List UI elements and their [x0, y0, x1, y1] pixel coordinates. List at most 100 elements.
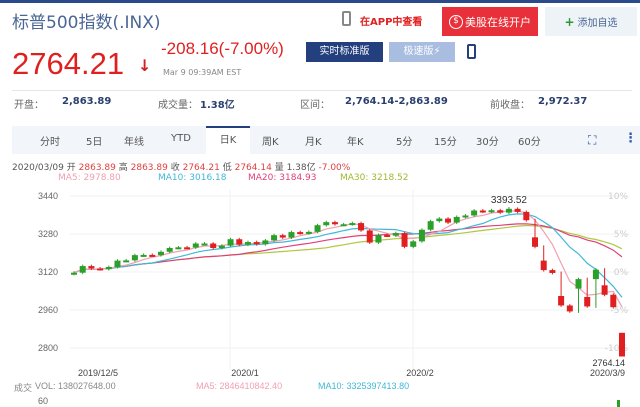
- y-tick-label: 3280: [38, 229, 58, 239]
- volume-ma5: MA5: 2846410842.40: [196, 381, 283, 391]
- x-tick-label: 2020/1: [231, 368, 259, 378]
- tab-2[interactable]: 年线: [124, 137, 144, 148]
- info-vol-label: 量: [274, 163, 284, 173]
- candle-body: [114, 260, 121, 268]
- candle-body: [427, 221, 434, 230]
- ma20-line: [73, 223, 623, 274]
- candle-body: [271, 235, 278, 241]
- tab-10[interactable]: 30分: [476, 137, 499, 148]
- volume-label: 成交量：: [158, 100, 198, 111]
- candle-body: [453, 216, 460, 223]
- tab-1[interactable]: 5日: [86, 137, 103, 148]
- candle-body: [366, 230, 373, 243]
- candle-body: [584, 296, 591, 307]
- candle-body: [575, 279, 582, 289]
- candle-body: [244, 242, 251, 245]
- plus-icon: +: [564, 14, 575, 29]
- add-watchlist-button[interactable]: + 添加自选: [545, 7, 637, 36]
- fast-version-button[interactable]: 极速版⚡: [389, 42, 455, 62]
- candle-body: [175, 247, 182, 250]
- pct-tick-label: 0%: [614, 268, 629, 278]
- more-icon[interactable]: ⋮: [624, 131, 637, 146]
- candle-body: [131, 255, 138, 261]
- tab-8[interactable]: 5分: [396, 137, 413, 148]
- candle-body: [227, 239, 234, 246]
- candle-body: [331, 222, 338, 225]
- prev-close-value: 2,972.37: [538, 96, 588, 107]
- info-high-label: 高: [118, 163, 128, 173]
- pct-tick-label: -10%: [605, 344, 629, 354]
- tab-7[interactable]: 年K: [347, 137, 364, 148]
- tab-5[interactable]: 周K: [262, 137, 279, 148]
- candle-body: [123, 260, 130, 263]
- pct-tick-label: 10%: [608, 192, 628, 202]
- candle-body: [532, 237, 539, 247]
- x-tick-label: 2019/12/5: [78, 368, 118, 378]
- info-low-label: 低: [222, 163, 232, 173]
- info-open-label: 开: [66, 163, 76, 173]
- tab-11[interactable]: 60分: [518, 137, 541, 148]
- candle-body: [149, 254, 156, 257]
- candle-body: [523, 211, 530, 221]
- candle-body: [410, 241, 417, 247]
- candle-body: [314, 225, 321, 232]
- candle-body: [71, 272, 77, 275]
- candle-body: [340, 224, 347, 227]
- ma30-legend: MA30: 3218.52: [340, 173, 409, 183]
- candle-body: [88, 266, 95, 269]
- fullscreen-icon[interactable]: ⛶: [588, 133, 597, 147]
- tab-3[interactable]: YTD: [171, 133, 191, 144]
- x-tick-label: 2020/3/9: [590, 368, 625, 378]
- candle-body: [514, 208, 521, 212]
- candle-body: [497, 210, 504, 213]
- candle-body: [540, 260, 547, 271]
- phone-icon[interactable]: [342, 11, 351, 26]
- tab-4[interactable]: 日K: [206, 126, 250, 154]
- mobile-icon[interactable]: [467, 44, 476, 59]
- dollar-icon: $: [449, 14, 463, 29]
- tab-9[interactable]: 15分: [434, 137, 457, 148]
- info-vol: 1.38亿: [286, 163, 316, 173]
- high-label: 3393.52: [491, 195, 528, 206]
- candle-body: [288, 232, 295, 238]
- info-close: 2764.21: [182, 163, 220, 173]
- candle-body: [79, 266, 86, 273]
- candle-body: [140, 254, 147, 257]
- tab-0[interactable]: 分时: [40, 137, 60, 148]
- candle-body: [358, 223, 365, 231]
- candle-body: [218, 245, 225, 249]
- candle-body: [471, 210, 478, 216]
- candle-body: [253, 242, 260, 245]
- candle-body: [236, 239, 243, 245]
- prev-close-label: 前收盘：: [490, 100, 530, 111]
- ma5-legend: MA5: 2978.80: [58, 173, 121, 183]
- top-bar: [0, 0, 640, 3]
- x-tick-label: 2020/2: [406, 368, 434, 378]
- candle-body: [436, 218, 443, 222]
- tab-6[interactable]: 月K: [305, 137, 322, 148]
- app-link[interactable]: 在APP中查看: [360, 17, 423, 28]
- pct-tick-label: 5%: [614, 230, 629, 240]
- candle-body: [549, 270, 556, 273]
- volume-value: 1.38亿: [200, 100, 235, 111]
- candle-body: [305, 231, 312, 234]
- volume-label: 成交: [14, 383, 33, 393]
- candle-body: [610, 294, 617, 308]
- volume-value: VOL: 138027648.00: [35, 381, 116, 391]
- info-pct: -7.00%: [318, 163, 351, 173]
- candle-body: [97, 268, 104, 271]
- ma10-legend: MA10: 3016.18: [158, 173, 227, 183]
- open-value: 2,863.89: [62, 96, 112, 107]
- candle-body: [105, 267, 112, 270]
- candle-body: [297, 232, 304, 235]
- realtime-button[interactable]: 实时标准版: [306, 42, 383, 62]
- candle-body: [601, 285, 608, 295]
- candle-body: [323, 222, 330, 226]
- page-title: 标普500指数(.INX): [12, 13, 161, 33]
- candle-body: [619, 332, 625, 357]
- candle-body: [166, 248, 173, 252]
- current-price: 2764.21: [12, 46, 125, 81]
- open-account-button[interactable]: $ 美股在线开户: [442, 7, 538, 36]
- candle-body: [201, 243, 208, 246]
